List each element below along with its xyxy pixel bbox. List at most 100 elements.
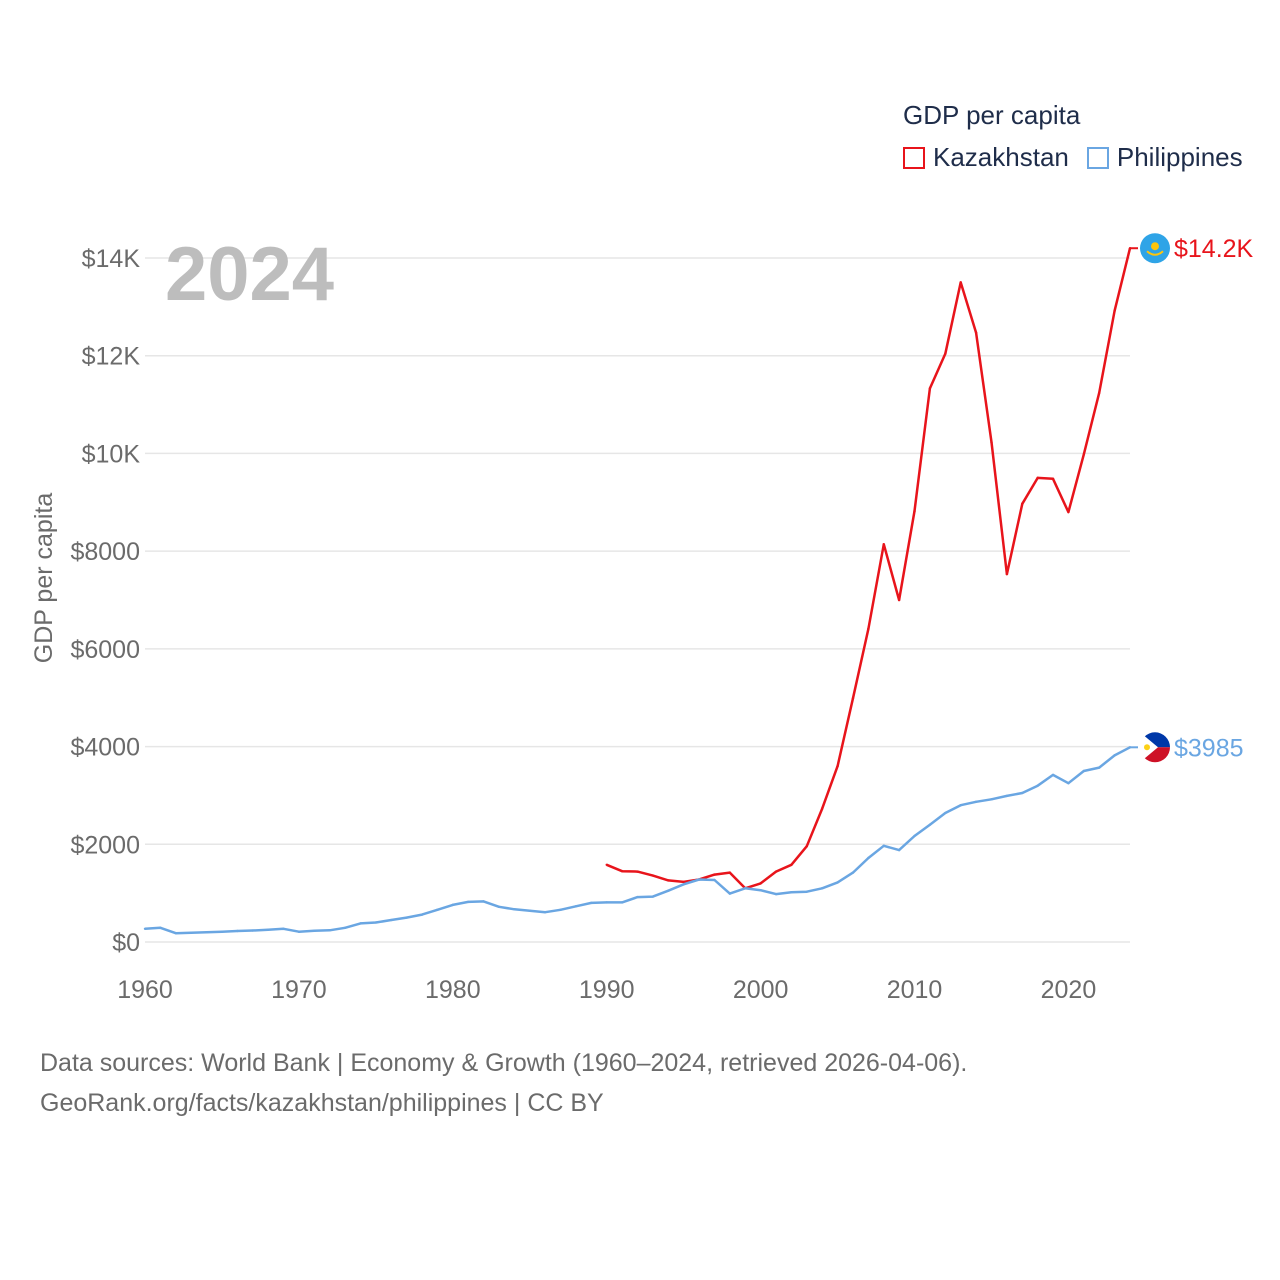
data-point-kazakhstan	[620, 869, 624, 873]
data-point-kazakhstan	[1021, 502, 1024, 505]
data-source-text: Data sources: World Bank | Economy & Gro…	[40, 1049, 968, 1077]
y-tick-label: $2000	[70, 831, 140, 859]
data-point-kazakhstan	[851, 697, 855, 700]
y-tick-label: $4000	[70, 734, 140, 762]
end-label-kazakhstan: $14.2K	[1174, 235, 1254, 263]
data-point-kazakhstan	[636, 870, 639, 873]
legend-item-kazakhstan[interactable]: Kazakhstan	[903, 142, 1069, 173]
data-point-philippines	[944, 811, 947, 815]
data-point-philippines	[867, 856, 870, 860]
data-point-philippines	[851, 871, 855, 874]
data-point-kazakhstan	[836, 764, 839, 768]
data-point-kazakhstan	[1005, 572, 1009, 576]
data-point-philippines	[928, 823, 932, 826]
data-point-kazakhstan	[867, 627, 870, 631]
data-point-philippines	[974, 800, 978, 803]
data-point-philippines	[713, 878, 716, 882]
legend-label-philippines: Philippines	[1116, 142, 1243, 172]
series-line-kazakhstan	[606, 247, 1132, 890]
data-point-philippines	[1051, 773, 1055, 777]
data-point-philippines	[328, 929, 331, 932]
data-point-kazakhstan	[1098, 391, 1101, 395]
data-point-kazakhstan	[1036, 476, 1039, 480]
data-point-kazakhstan	[790, 863, 793, 867]
x-tick-label: 1980	[425, 976, 481, 1004]
data-point-kazakhstan	[713, 873, 716, 876]
data-point-philippines	[590, 901, 593, 905]
data-point-kazakhstan	[820, 807, 824, 810]
y-tick-label: $10K	[82, 440, 141, 468]
x-tick-label: 2010	[887, 976, 943, 1004]
data-point-philippines	[728, 892, 732, 895]
philippines-flag-icon	[1140, 732, 1170, 763]
data-point-philippines	[513, 908, 516, 911]
data-point-philippines	[1021, 791, 1024, 795]
data-point-kazakhstan	[651, 874, 655, 877]
data-point-kazakhstan	[913, 509, 916, 513]
data-point-philippines	[882, 844, 885, 847]
data-point-philippines	[820, 887, 824, 890]
data-point-kazakhstan	[1082, 453, 1086, 456]
data-point-philippines	[682, 883, 685, 886]
data-point-philippines	[636, 895, 639, 899]
legend-item-philippines[interactable]: Philippines	[1086, 142, 1243, 173]
data-point-kazakhstan	[990, 440, 993, 444]
data-point-philippines	[159, 926, 162, 930]
data-point-kazakhstan	[728, 871, 732, 874]
data-point-philippines	[436, 908, 439, 911]
data-point-kazakhstan	[928, 387, 932, 390]
data-point-philippines	[497, 905, 501, 909]
data-point-philippines	[1098, 766, 1101, 769]
data-point-kazakhstan	[667, 879, 670, 882]
legend: Kazakhstan Philippines	[903, 142, 1261, 173]
data-point-philippines	[143, 927, 147, 931]
data-point-kazakhstan	[605, 863, 608, 867]
data-point-philippines	[774, 892, 778, 896]
flag-sun	[1144, 744, 1150, 751]
data-point-philippines	[913, 834, 916, 838]
data-point-kazakhstan	[805, 845, 808, 848]
footer: Data sources: World Bank | Economy & Gro…	[40, 1043, 967, 1123]
legend-swatch-kazakhstan	[903, 146, 925, 169]
series-line-philippines	[144, 746, 1131, 935]
x-tick-label: 1970	[271, 976, 327, 1004]
data-point-philippines	[620, 901, 624, 904]
data-point-philippines	[1036, 784, 1039, 787]
data-point-philippines	[266, 928, 270, 931]
y-tick-label: $12K	[82, 343, 141, 371]
data-point-philippines	[359, 922, 362, 925]
data-point-philippines	[897, 848, 901, 852]
data-point-philippines	[189, 931, 193, 934]
data-point-philippines	[574, 905, 578, 908]
data-point-kazakhstan	[1051, 477, 1055, 481]
data-point-philippines	[1005, 794, 1009, 798]
data-point-philippines	[451, 903, 455, 907]
data-point-philippines	[297, 930, 301, 933]
x-tick-label: 1990	[579, 976, 635, 1004]
data-point-philippines	[528, 909, 531, 912]
y-tick-label: $6000	[70, 636, 140, 664]
data-point-philippines	[236, 929, 239, 933]
data-point-philippines	[959, 804, 962, 807]
data-point-philippines	[174, 932, 177, 935]
data-point-kazakhstan	[882, 543, 885, 546]
data-point-kazakhstan	[1113, 309, 1116, 312]
data-point-philippines	[651, 895, 655, 898]
data-point-philippines	[1082, 769, 1086, 773]
data-point-kazakhstan	[897, 598, 901, 602]
data-point-philippines	[343, 926, 347, 930]
data-point-philippines	[374, 921, 378, 924]
flag-sun	[1151, 242, 1159, 251]
data-point-philippines	[313, 929, 316, 932]
data-point-philippines	[744, 887, 747, 890]
data-point-kazakhstan	[1067, 510, 1070, 514]
data-point-philippines	[482, 900, 485, 903]
data-point-philippines	[605, 901, 608, 904]
data-point-philippines	[405, 916, 408, 919]
data-point-philippines	[390, 918, 393, 922]
data-point-philippines	[697, 878, 701, 881]
end-label-philippines: $3985	[1174, 734, 1244, 762]
data-point-philippines	[990, 798, 993, 801]
flag-eagle	[1146, 250, 1164, 256]
